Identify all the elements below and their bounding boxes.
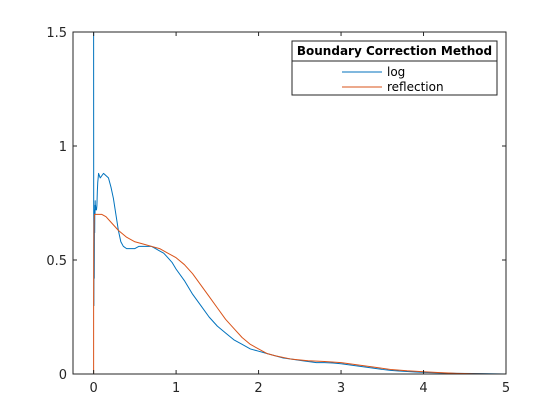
series-line-reflection	[93, 213, 506, 375]
x-tick-label: 4	[419, 381, 427, 396]
y-tick-label: 0.5	[46, 254, 67, 269]
x-tick-label: 3	[337, 381, 345, 396]
y-tick-label: 0	[59, 368, 67, 383]
x-tick-label: 5	[502, 381, 510, 396]
series-layer	[93, 31, 506, 375]
x-tick-label: 2	[254, 381, 262, 396]
legend-box	[291, 40, 498, 96]
axes-box	[72, 31, 507, 375]
x-tick-label: 0	[89, 381, 97, 396]
series-line-log	[93, 31, 506, 375]
legend-title: Boundary Correction Method	[297, 44, 492, 58]
axes-layer: 0 1 2 3 4 5 0 0.5 1 1.5	[46, 26, 510, 396]
y-tick-label: 1	[59, 140, 67, 155]
y-tick-label: 1.5	[46, 26, 67, 41]
legend-label-log: log	[387, 65, 405, 79]
legend-label-reflection: reflection	[387, 80, 444, 94]
x-tick-label: 1	[172, 381, 180, 396]
